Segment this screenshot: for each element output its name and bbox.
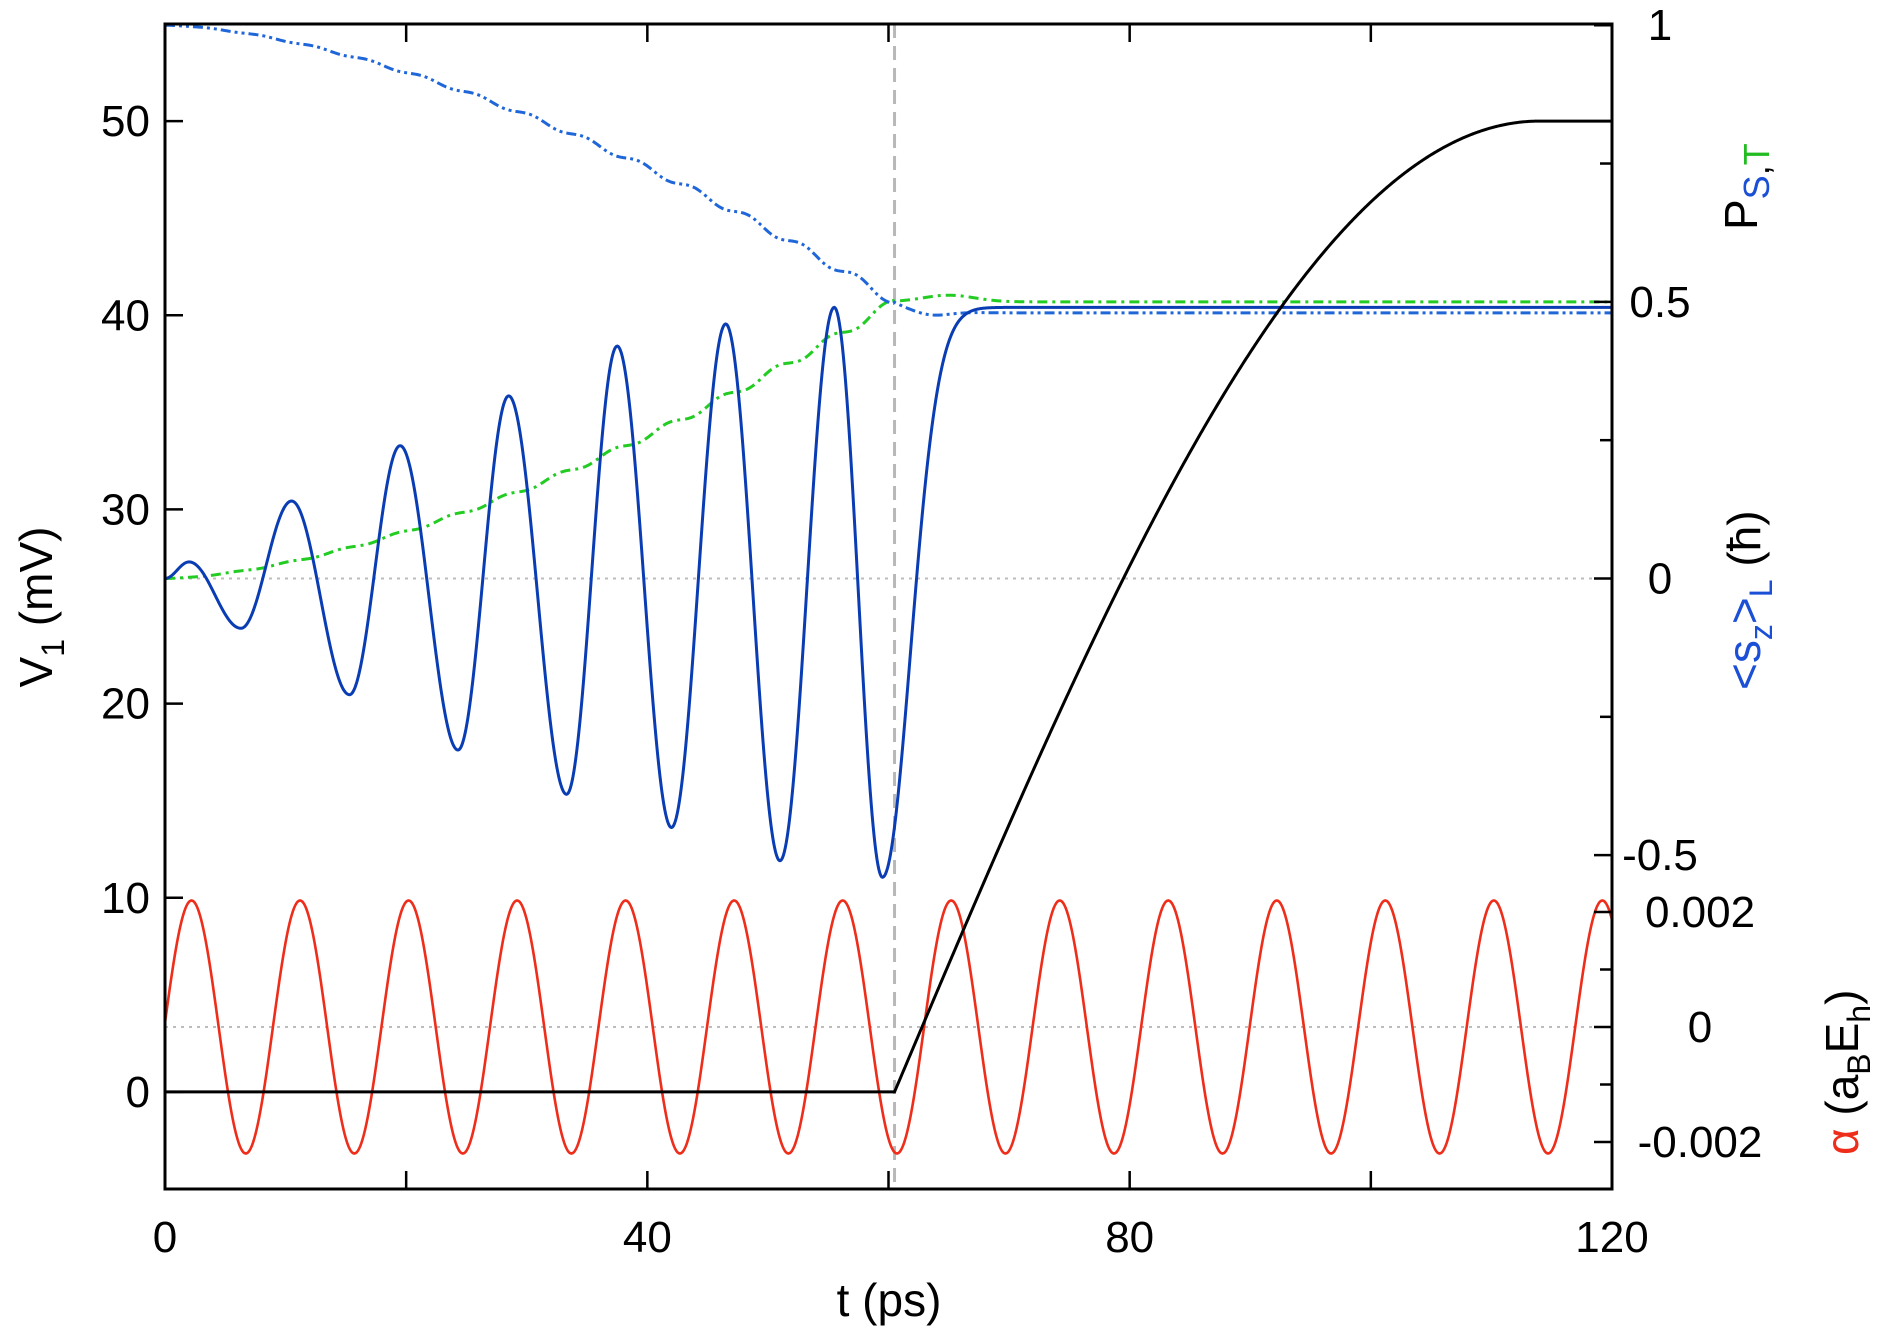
y-left-tick-label: 50 [101,97,150,146]
series-v1-line [165,119,1612,1094]
series-pt-line [164,293,1612,580]
reference-lines [165,24,1612,1189]
y-left-tick-label: 30 [101,485,150,534]
y-right-upper-tick-label: 1 [1648,1,1672,50]
y-right-lower-tick-label: -0.002 [1638,1118,1763,1167]
x-tick-label: 40 [623,1213,672,1262]
x-tick-label: 80 [1105,1213,1154,1262]
y-left-axis-title: V1 (mV) [10,527,71,688]
y-left-tick-label: 20 [101,680,150,729]
series-ps-line [164,23,1612,317]
series-alpha-line [163,899,1614,1155]
y-left-tick-label: 0 [126,1068,150,1117]
y-left-tick-label: 10 [101,874,150,923]
x-tick-label: 0 [153,1213,177,1262]
y-right-lower-tick-label: 0.002 [1645,888,1755,937]
y-right-spin-title: <sz>L (ħ) [1718,510,1779,690]
y-right-upper-tick-label: 0.5 [1629,278,1690,327]
y-right-alpha-title: α (aBEh) [1816,990,1877,1155]
y-right-upper-tick-label: 0 [1648,555,1672,604]
tick-labels: 0 40 80 120 0 10 20 30 40 50 -0.5 0 0.5 1 -0.002 0 0.002 [101,1,1762,1262]
series-spin-line [164,305,1612,879]
x-tick-label: 120 [1575,1213,1648,1262]
x-axis-title: t (ps) [837,1274,942,1326]
ticks [163,23,1614,1189]
curves [163,23,1614,1155]
y-right-lower-tick-label: 0 [1688,1003,1712,1052]
y-right-probability-title: PS,T [1715,143,1777,230]
y-right-upper-tick-label: -0.5 [1622,831,1698,880]
y-left-tick-label: 40 [101,291,150,340]
